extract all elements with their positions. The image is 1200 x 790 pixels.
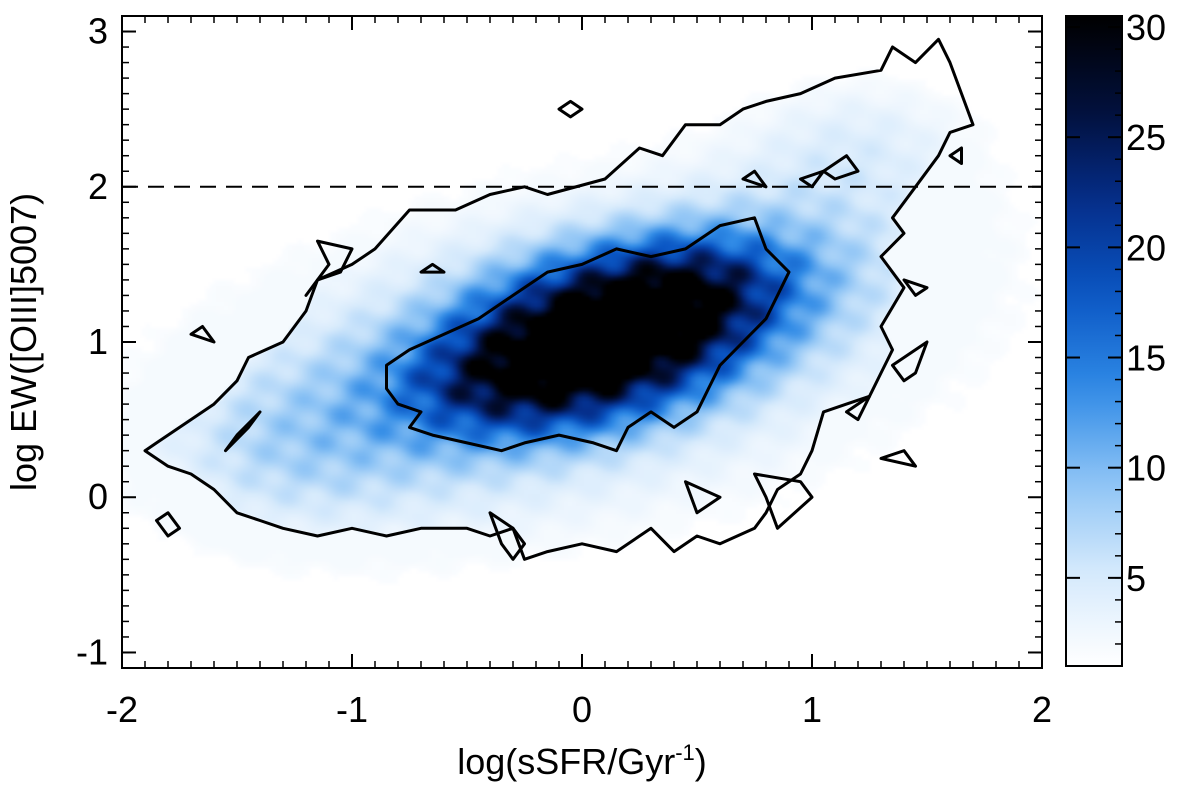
x-tick-label: 0 <box>572 689 592 730</box>
x-tick-label: -2 <box>106 689 138 730</box>
y-tick-label: 3 <box>88 11 108 52</box>
contour-island-13 <box>488 511 526 561</box>
contour-island-3 <box>224 410 262 453</box>
contour-island-11 <box>845 394 871 422</box>
colorbar <box>1065 15 1123 667</box>
colorbar-axis: 5 10 15 20 25 30 <box>1066 7 1166 667</box>
contour-island-12 <box>879 449 917 468</box>
y-tick-label: -1 <box>76 631 108 672</box>
y-axis-label: log EW([OIII]5007) <box>3 193 44 491</box>
contour-island-17 <box>891 340 929 383</box>
contour-island-16 <box>902 278 929 297</box>
y-tick-label: 1 <box>88 321 108 362</box>
contour-island-7 <box>741 169 768 189</box>
colorbar-tick-label: 20 <box>1126 227 1166 268</box>
contour-island-9 <box>822 154 860 181</box>
contour-island-4 <box>155 511 181 538</box>
contour-island-5 <box>557 99 584 119</box>
contour-inner <box>385 216 791 453</box>
density-heatmap <box>122 16 1042 668</box>
colorbar-tick-label: 10 <box>1126 448 1166 489</box>
colorbar-tick-label: 5 <box>1126 558 1146 599</box>
x-tick-label: 2 <box>1032 689 1052 730</box>
contour-island-15 <box>753 472 814 530</box>
contour-island-1 <box>304 239 354 297</box>
y-tick-label: 2 <box>88 166 108 207</box>
contour-island-2 <box>189 325 216 344</box>
y-tick-label: 0 <box>88 476 108 517</box>
contour-island-10 <box>948 146 963 165</box>
x-axis-label: log(sSFR/Gyr-1) <box>457 740 707 782</box>
colorbar-tick-label: 25 <box>1126 117 1166 158</box>
contour-island-8 <box>799 169 825 189</box>
colorbar-tick-label: 30 <box>1126 7 1166 48</box>
colorbar-tick-label: 15 <box>1126 338 1166 379</box>
x-tick-label: 1 <box>802 689 822 730</box>
y-axis: -1 0 1 2 3 <box>76 11 1042 672</box>
x-axis: -2 -1 0 1 2 <box>106 16 1052 730</box>
contour-island-14 <box>684 480 722 515</box>
contour-island-6 <box>419 262 446 274</box>
contour-outer <box>143 37 975 561</box>
x-tick-label: -1 <box>336 689 368 730</box>
density-contours <box>143 37 975 561</box>
